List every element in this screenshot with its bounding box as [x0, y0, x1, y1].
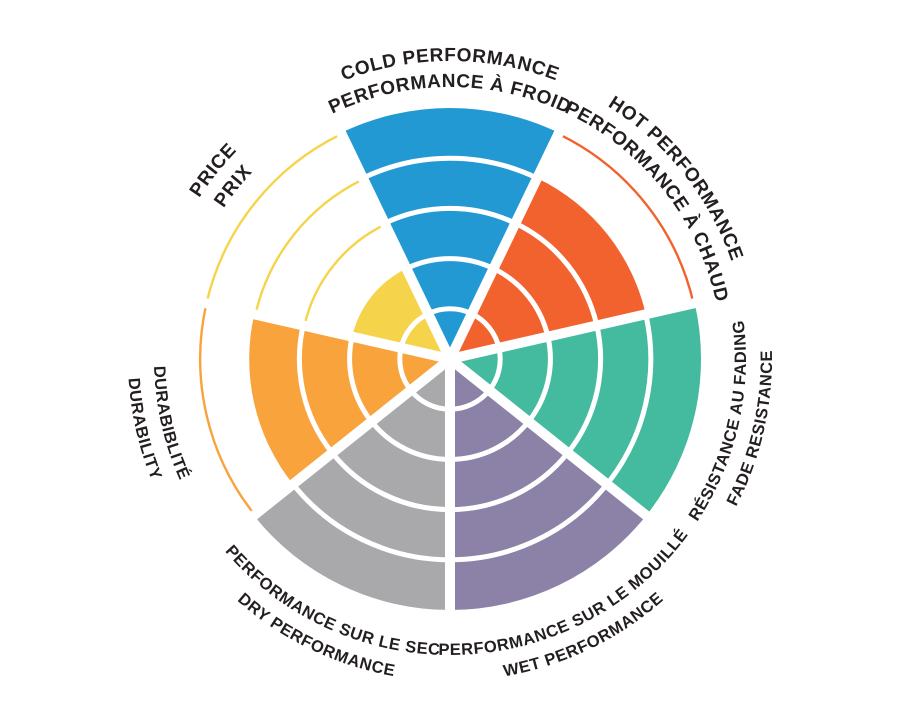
sector-wedge-price: [352, 268, 450, 359]
ring-separator-fade-4: [605, 313, 654, 486]
ring-separator-cold-4: [361, 155, 539, 181]
sector-gap-line-0: [445, 123, 567, 362]
empty-ring-outline-price-5: [205, 132, 343, 304]
sector-wedge-cold: [341, 108, 559, 359]
sector-gap-line-2: [446, 355, 656, 525]
ring-separator-wet-3: [449, 451, 570, 513]
ring-separator-cold-3: [383, 205, 517, 226]
ring-separator-durability-3: [296, 324, 335, 455]
sector-gap-line-5: [196, 296, 452, 364]
ring-separator-cold-2: [405, 256, 495, 271]
empty-ring-outline-price-4: [254, 178, 364, 315]
empty-ring-outline-price-3: [303, 223, 386, 327]
sector-wedge-fade: [450, 303, 702, 516]
ring-separator-durability-2: [347, 336, 374, 424]
empty-ring-outline-hot-5: [557, 132, 695, 304]
ring-separator-fade-2: [526, 336, 553, 424]
empty-ring-outlines: [199, 132, 695, 516]
ring-separator-hot-2: [492, 266, 551, 338]
ring-separator-dry-2: [369, 420, 451, 462]
ring-separator-wet-4: [449, 482, 609, 563]
ring-separator-hot-3: [514, 221, 600, 327]
ring-separator-dry-3: [330, 451, 451, 513]
sector-gaps: [196, 123, 704, 618]
empty-ring-outline-durability-5: [199, 303, 256, 516]
sector-gap-line-1: [448, 296, 704, 364]
sector-wedge-wet: [450, 359, 647, 610]
sector-gap-line-6: [333, 123, 455, 362]
sector-wedge-hot: [450, 178, 646, 359]
ring-separator-wet-2: [449, 420, 531, 462]
ring-separator-dry-4: [291, 482, 451, 563]
sector-label-hot-en: HOT PERFORMANCE: [605, 92, 747, 263]
sector-wedges: [249, 108, 702, 610]
sector-gap-line-4: [244, 355, 454, 525]
ring-separator-fade-3: [565, 324, 604, 455]
sector-wedge-dry: [253, 359, 450, 610]
